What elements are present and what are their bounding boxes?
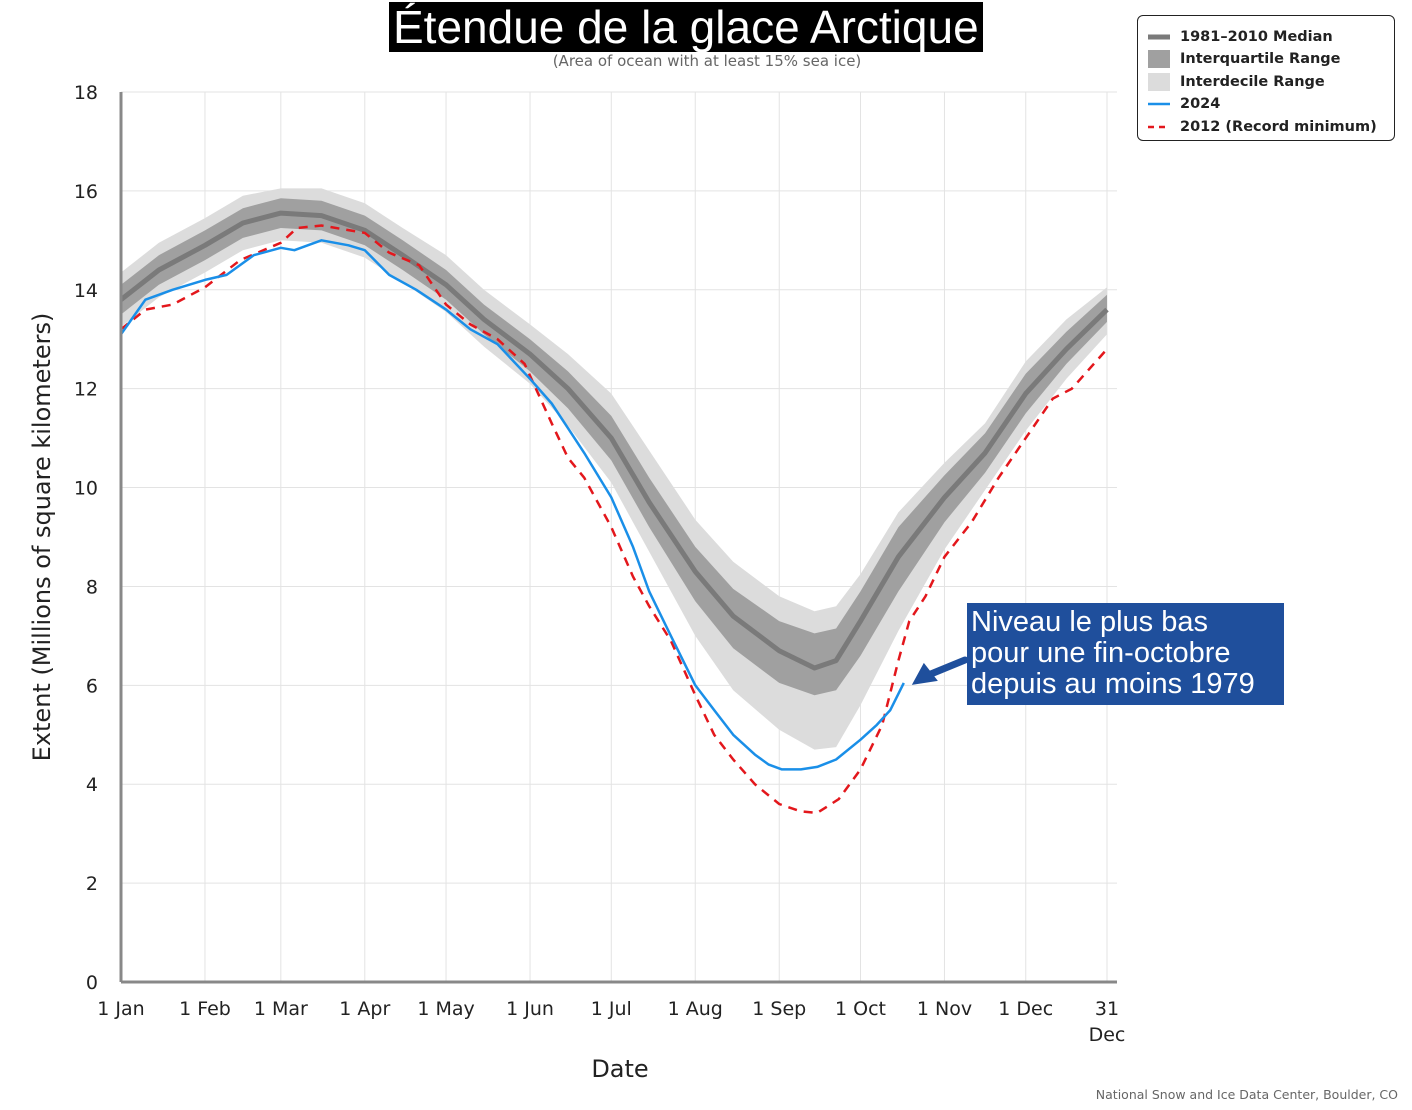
x-tick-label-line2: Dec (1089, 1024, 1126, 1046)
legend: 1981–2010 Median Interquartile Range Int… (1137, 15, 1395, 141)
annotation-arrow (911, 656, 969, 685)
legend-item-2024[interactable]: 2024 (1148, 93, 1220, 115)
x-tick-label: 1 Jan (97, 998, 144, 1020)
x-tick-label: 1 Aug (668, 998, 723, 1020)
x-tick-label: 1 Jul (591, 998, 632, 1020)
tick-labels: 0 2 4 6 8 10 12 14 16 18 1 Jan 1 Feb 1 Mar 1 Apr 1 May… (74, 82, 1126, 1046)
legend-swatch-interquartile (1148, 50, 1170, 68)
x-tick-label: 1 Apr (339, 998, 390, 1020)
chart-subtitle: (Area of ocean with at least 15% sea ice… (552, 52, 862, 70)
y-tick-label: 10 (74, 478, 98, 500)
annotation-line-3: depuis au moins 1979 (971, 668, 1255, 700)
y-tick-label: 0 (86, 972, 98, 994)
annotation-line-1: Niveau le plus bas (971, 606, 1208, 638)
y-tick-label: 18 (74, 82, 98, 104)
x-tick-label: 31 (1095, 998, 1119, 1020)
annotation-box: Niveau le plus bas pour une fin-octobre … (967, 603, 1284, 705)
legend-label-2012: 2012 (Record minimum) (1180, 119, 1377, 135)
x-tick-label: 1 Sep (752, 998, 806, 1020)
x-tick-label: 1 Mar (254, 998, 308, 1020)
annotation-arrow-head (911, 662, 938, 685)
x-tick-label: 1 Dec (998, 998, 1053, 1020)
legend-item-interdecile[interactable]: Interdecile Range (1148, 71, 1325, 93)
legend-swatch-2012 (1148, 125, 1170, 129)
legend-label-median: 1981–2010 Median (1180, 29, 1333, 45)
chart-title: Étendue de la glace Arctique (389, 2, 983, 52)
y-tick-label: 6 (86, 675, 98, 697)
series-2012-line (120, 224, 1108, 815)
x-tick-label: 1 May (417, 998, 474, 1020)
x-axis-title: Date (591, 1055, 649, 1083)
y-tick-label: 16 (74, 181, 98, 203)
legend-label-interquartile: Interquartile Range (1180, 51, 1341, 67)
y-axis-title: Extent (Millions of square kilometers) (28, 312, 56, 762)
series-lines (119, 210, 1109, 815)
series-2024-line (119, 239, 905, 771)
x-tick-label: 1 Feb (179, 998, 231, 1020)
median-line (119, 210, 1109, 671)
legend-swatch-median (1148, 34, 1170, 40)
y-tick-label: 4 (86, 774, 98, 796)
x-tick-label: 1 Jun (506, 998, 554, 1020)
y-tick-label: 14 (74, 280, 98, 302)
legend-item-interquartile[interactable]: Interquartile Range (1148, 48, 1341, 70)
x-tick-label: 1 Nov (917, 998, 972, 1020)
legend-label-interdecile: Interdecile Range (1180, 74, 1325, 90)
legend-item-median[interactable]: 1981–2010 Median (1148, 26, 1333, 48)
y-tick-label: 8 (86, 576, 98, 598)
legend-item-2012[interactable]: 2012 (Record minimum) (1148, 116, 1377, 138)
axes (119, 92, 1117, 984)
source-credit: National Snow and Ice Data Center, Bould… (1095, 1087, 1398, 1102)
x-tick-label: 1 Oct (835, 998, 886, 1020)
annotation-line-2: pour une fin-octobre (971, 637, 1231, 669)
y-tick-label: 12 (74, 379, 98, 401)
legend-label-2024: 2024 (1180, 96, 1221, 112)
legend-swatch-interdecile (1148, 73, 1170, 91)
legend-swatch-2024 (1148, 102, 1170, 106)
y-tick-label: 2 (86, 873, 98, 895)
